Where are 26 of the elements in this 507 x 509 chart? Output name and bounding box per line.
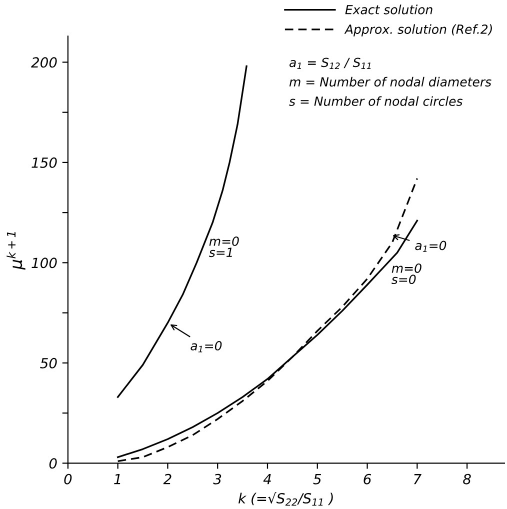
annotation: a$_{1}$ = S$_{12}$ / S$_{11}$ (290, 58, 371, 70)
x-tick-label: 8 (463, 474, 471, 484)
y-tick-label: 100 (32, 258, 57, 268)
y-tick-label: 50 (40, 358, 57, 368)
x-tick-label: 5 (313, 474, 322, 484)
y-tick-label: 150 (32, 157, 57, 168)
x-tick-label: 1 (114, 474, 120, 484)
x-tick-label: 4 (263, 474, 271, 484)
y-axis-title: μ$^{k+1}$ (6, 232, 26, 270)
x-axis-title: k (=√S$_{22}$/S$_{11}$ ) (238, 492, 333, 506)
annotation: m=0 s=1 (209, 236, 239, 258)
annotation: m=0 s=0 (392, 263, 422, 284)
y-tick-label: 200 (31, 57, 57, 68)
y-tick-label: 0 (49, 458, 57, 469)
x-tick-label: 6 (364, 474, 372, 484)
line-series (116, 65, 248, 398)
x-tick-label: 0 (64, 474, 72, 484)
annotation: s = Number of nodal circles (289, 96, 463, 106)
annotation: a$_{1}$=0 (190, 340, 222, 352)
x-tick-label: 3 (213, 474, 222, 484)
legend-label: Approx. solution (Ref.2) (344, 24, 492, 36)
x-tick-label: 7 (414, 474, 422, 484)
annotation: a$_{1}$=0 (415, 240, 446, 252)
x-tick-label: 2 (163, 474, 172, 484)
annotation: m = Number of nodal diameters (289, 76, 492, 87)
legend-label: Exact solution (345, 4, 432, 14)
